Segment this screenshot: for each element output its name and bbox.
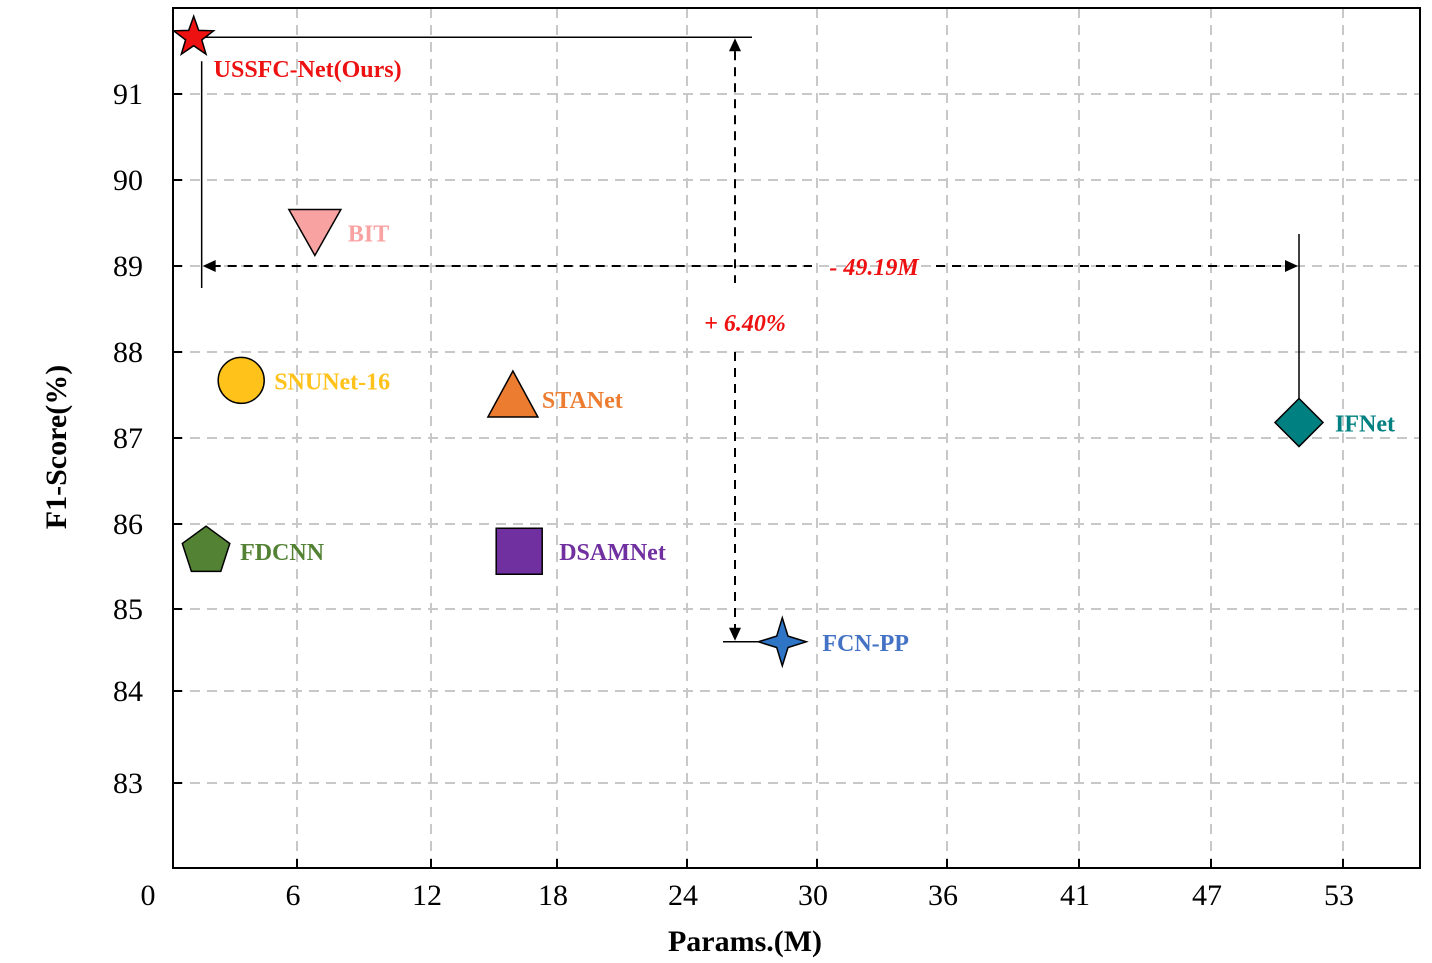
x-tick-label: 53 [1324,879,1354,912]
x-tick-label: 24 [668,879,698,912]
x-tick-label: 41 [1060,879,1090,912]
f1-arrowhead-top [729,38,741,52]
x-tick-label: 36 [928,879,958,912]
fcn-pp-label: FCN-PP [822,631,909,657]
dsamnet-label: DSAMNet [559,540,666,566]
stanet-marker [486,369,540,418]
f1-diff-annotation: + 6.40% [704,311,786,337]
y-tick-label: 83 [113,767,143,800]
snunet-16-label: SNUNet-16 [274,369,390,395]
params-arrowhead-left [202,260,216,272]
x-tick-label: 18 [538,879,568,912]
params-arrowhead-right [1285,260,1298,272]
ifnet-label: IFNet [1335,412,1395,438]
fcn-pp-marker [755,615,809,669]
ifnet-marker [1273,397,1325,448]
dsamnet-marker [495,527,543,575]
x-tick-label: 47 [1192,879,1222,912]
x-tick-label: 30 [798,879,828,912]
f1-arrowhead-bottom [729,627,741,641]
bit-marker [287,208,343,257]
fdcnn-marker [181,525,231,573]
fdcnn-label: FDCNN [240,540,325,566]
ussfc-net-ours-label: USSFC-Net(Ours) [214,57,402,83]
bit-label: BIT [348,221,389,247]
params-diff-annotation: - 49.19M [829,255,920,281]
x-axis-title: Params.(M) [668,925,822,958]
y-tick-label: 91 [113,78,143,111]
y-tick-label: 88 [113,336,143,369]
ussfc-net-ours-marker [171,13,216,57]
x-tick-label: 0 [141,879,156,912]
snunet-16-marker [217,356,265,405]
y-tick-label: 85 [113,593,143,626]
stanet-label: STANet [542,388,623,414]
y-tick-label: 90 [113,164,143,197]
y-tick-label: 84 [113,675,143,708]
y-tick-label: 87 [113,422,143,455]
y-tick-label: 89 [113,250,143,283]
y-tick-label: 86 [113,508,143,541]
x-tick-label: 6 [286,879,301,912]
x-tick-label: 12 [412,879,442,912]
y-axis-title: F1-Score(%) [40,365,73,529]
